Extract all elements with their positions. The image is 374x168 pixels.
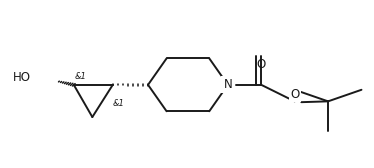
Text: N: N (223, 78, 232, 91)
Text: O: O (290, 88, 299, 100)
Text: O: O (257, 58, 266, 71)
Text: &1: &1 (113, 98, 125, 108)
Text: HO: HO (13, 71, 31, 84)
Text: &1: &1 (74, 72, 86, 81)
